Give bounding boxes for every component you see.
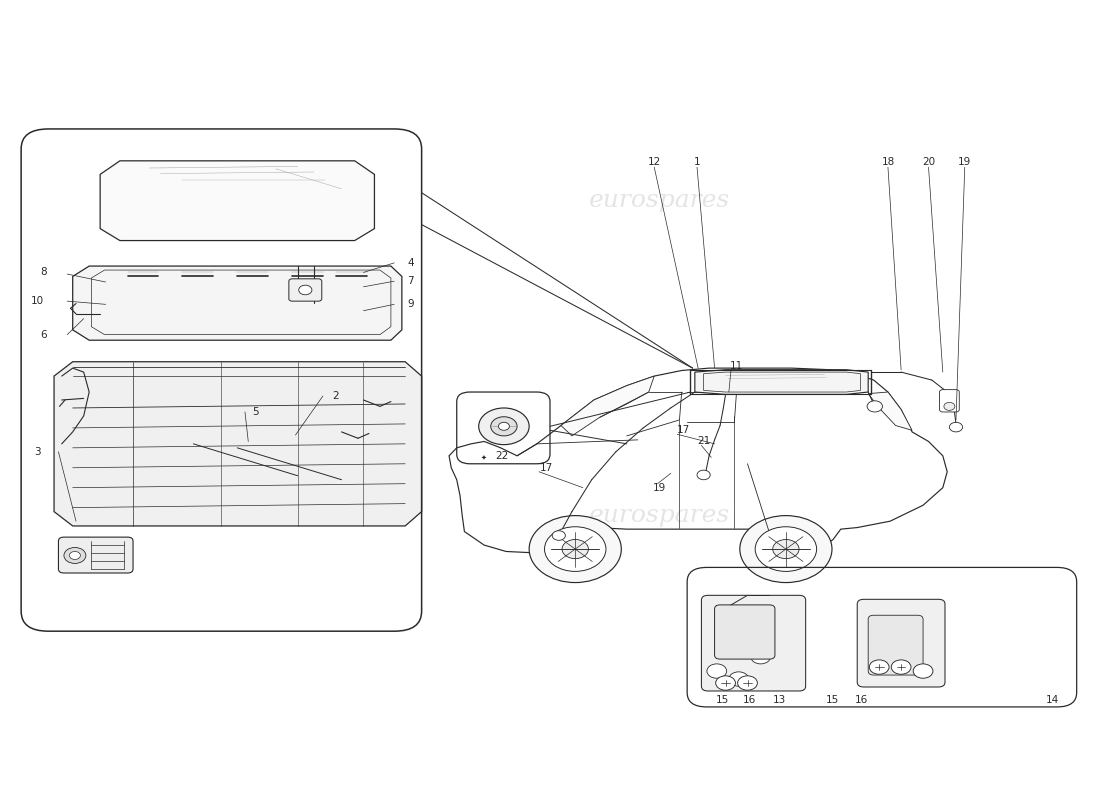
Polygon shape bbox=[54, 362, 421, 526]
Text: 21: 21 bbox=[697, 437, 711, 446]
Text: 18: 18 bbox=[881, 158, 894, 167]
Text: 19: 19 bbox=[958, 158, 971, 167]
Circle shape bbox=[867, 401, 882, 412]
Circle shape bbox=[772, 539, 799, 558]
Text: 17: 17 bbox=[540, 462, 553, 473]
Circle shape bbox=[716, 676, 736, 690]
Polygon shape bbox=[73, 266, 402, 340]
Text: 5: 5 bbox=[253, 407, 260, 417]
Text: 1: 1 bbox=[694, 158, 701, 167]
Circle shape bbox=[498, 422, 509, 430]
Text: 16: 16 bbox=[855, 694, 868, 705]
Polygon shape bbox=[695, 370, 868, 394]
Text: 6: 6 bbox=[40, 330, 46, 340]
Circle shape bbox=[751, 650, 770, 664]
Circle shape bbox=[69, 551, 80, 559]
Circle shape bbox=[529, 515, 622, 582]
Circle shape bbox=[562, 539, 588, 558]
FancyBboxPatch shape bbox=[939, 390, 959, 412]
Polygon shape bbox=[868, 392, 912, 430]
Circle shape bbox=[491, 417, 517, 436]
Text: 13: 13 bbox=[772, 694, 785, 705]
Text: 16: 16 bbox=[744, 694, 757, 705]
Text: 22: 22 bbox=[495, 451, 508, 461]
Text: 20: 20 bbox=[922, 158, 935, 167]
Circle shape bbox=[944, 402, 955, 410]
Text: eurospares: eurospares bbox=[590, 189, 730, 212]
Text: 7: 7 bbox=[407, 276, 414, 286]
Text: eurospares: eurospares bbox=[590, 504, 730, 527]
Circle shape bbox=[707, 664, 727, 678]
FancyBboxPatch shape bbox=[702, 595, 805, 691]
Circle shape bbox=[891, 660, 911, 674]
Text: 11: 11 bbox=[730, 361, 744, 370]
Text: 4: 4 bbox=[407, 258, 414, 268]
Circle shape bbox=[64, 547, 86, 563]
Text: 2: 2 bbox=[332, 391, 340, 401]
FancyBboxPatch shape bbox=[857, 599, 945, 687]
Text: 14: 14 bbox=[1046, 694, 1059, 705]
Text: 8: 8 bbox=[40, 267, 46, 278]
Circle shape bbox=[729, 672, 749, 686]
Text: 10: 10 bbox=[31, 296, 44, 306]
Text: eurospares: eurospares bbox=[101, 389, 242, 411]
FancyBboxPatch shape bbox=[289, 279, 322, 301]
Text: 15: 15 bbox=[825, 694, 838, 705]
Text: 3: 3 bbox=[34, 447, 41, 457]
Polygon shape bbox=[561, 376, 654, 436]
Circle shape bbox=[552, 530, 565, 540]
FancyBboxPatch shape bbox=[715, 605, 774, 659]
Circle shape bbox=[299, 286, 312, 294]
Polygon shape bbox=[100, 161, 374, 241]
Circle shape bbox=[949, 422, 962, 432]
Text: 12: 12 bbox=[648, 158, 661, 167]
Circle shape bbox=[478, 408, 529, 445]
Circle shape bbox=[544, 526, 606, 571]
Text: 19: 19 bbox=[653, 482, 667, 493]
Text: 9: 9 bbox=[407, 299, 414, 310]
Text: 17: 17 bbox=[678, 426, 691, 435]
Circle shape bbox=[869, 660, 889, 674]
Text: 15: 15 bbox=[716, 694, 729, 705]
Circle shape bbox=[756, 526, 816, 571]
FancyBboxPatch shape bbox=[868, 615, 923, 675]
Circle shape bbox=[913, 664, 933, 678]
Text: eurospares: eurospares bbox=[101, 189, 242, 212]
Circle shape bbox=[738, 676, 758, 690]
Circle shape bbox=[740, 515, 832, 582]
FancyBboxPatch shape bbox=[58, 537, 133, 573]
Circle shape bbox=[697, 470, 711, 480]
Text: ✦: ✦ bbox=[481, 454, 487, 460]
